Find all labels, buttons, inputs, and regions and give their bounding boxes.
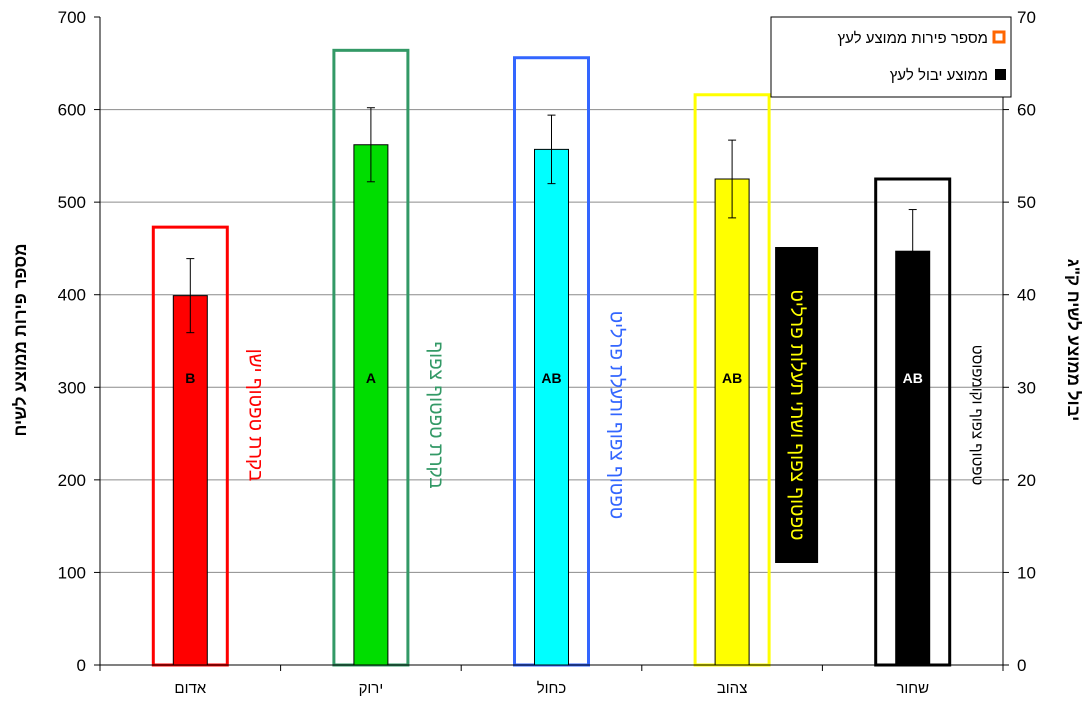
y-right-tick-label: 10 bbox=[1017, 563, 1036, 582]
legend-swatch-hollow bbox=[992, 30, 1006, 44]
y-right-tick-label: 20 bbox=[1017, 471, 1036, 490]
treatment-annotation: טפטוף צפוף ושתי תעלות פרליט bbox=[786, 290, 807, 541]
filled-bar bbox=[353, 144, 389, 666]
legend-box bbox=[770, 16, 1012, 98]
y-left-tick-label: 700 bbox=[58, 8, 86, 27]
legend: מספר פירות ממוצע לעץ ממוצע יבול לעץ bbox=[770, 16, 1012, 98]
filled-bar bbox=[172, 295, 208, 666]
annotation-box bbox=[775, 247, 819, 563]
y-left-tick-label: 100 bbox=[58, 563, 86, 582]
y-right-tick-label: 50 bbox=[1017, 193, 1036, 212]
y-left-tick-label: 300 bbox=[58, 378, 86, 397]
legend-swatch-filled bbox=[995, 69, 1006, 80]
treatment-annotation: טפטוף צפוף ותעלת פרליט bbox=[605, 311, 626, 519]
significance-letter: AB bbox=[903, 370, 923, 386]
axes: 0 100 200 300 400 500 600 700 0 10 20 30 40 50 60 70 מספ… bbox=[11, 8, 1083, 675]
significance-letter: AB bbox=[541, 370, 561, 386]
significance-letter: A bbox=[366, 370, 376, 386]
y-left-tick-label: 500 bbox=[58, 193, 86, 212]
y-right-tick-label: 0 bbox=[1017, 656, 1026, 675]
filled-bar bbox=[895, 250, 931, 666]
x-tick-label: שחור bbox=[896, 680, 929, 697]
legend-label: ממוצע יבול לעץ bbox=[890, 67, 988, 84]
y-left-tick-label: 0 bbox=[77, 656, 86, 675]
treatment-annotation: טפטוף צפוף וקומפוסט bbox=[969, 345, 986, 486]
x-tick-label: אדום bbox=[174, 680, 206, 697]
y-right-tick-label: 30 bbox=[1017, 378, 1036, 397]
y-right-axis-title: יבול ממוצע לשיח ק"ג bbox=[1064, 259, 1083, 422]
y-right-tick-label: 70 bbox=[1017, 8, 1036, 27]
labels: B אדום בקרת טפטוף ישן A ירוק בקרת טפטוף צפוף A… bbox=[174, 247, 986, 697]
y-left-tick-label: 400 bbox=[58, 286, 86, 305]
x-tick-label: צהוב bbox=[717, 680, 748, 697]
significance-letter: AB bbox=[722, 370, 742, 386]
y-right-tick-label: 40 bbox=[1017, 286, 1036, 305]
y-left-tick-label: 600 bbox=[58, 101, 86, 120]
x-tick-label: ירוק bbox=[359, 680, 384, 697]
y-left-axis-title: מספר פירות ממוצע לשיח bbox=[11, 243, 30, 436]
treatment-annotation: בקרת טפטוף צפוף bbox=[425, 341, 446, 488]
filled-bar bbox=[714, 178, 750, 666]
y-left-tick-label: 200 bbox=[58, 471, 86, 490]
significance-letter: B bbox=[185, 370, 195, 386]
legend-label: מספר פירות ממוצע לעץ bbox=[838, 30, 988, 47]
treatment-annotation: בקרת טפטוף ישן bbox=[244, 349, 265, 481]
filled-bar bbox=[534, 148, 569, 666]
y-right-tick-label: 60 bbox=[1017, 101, 1036, 120]
x-tick-label: כחול bbox=[537, 680, 567, 697]
